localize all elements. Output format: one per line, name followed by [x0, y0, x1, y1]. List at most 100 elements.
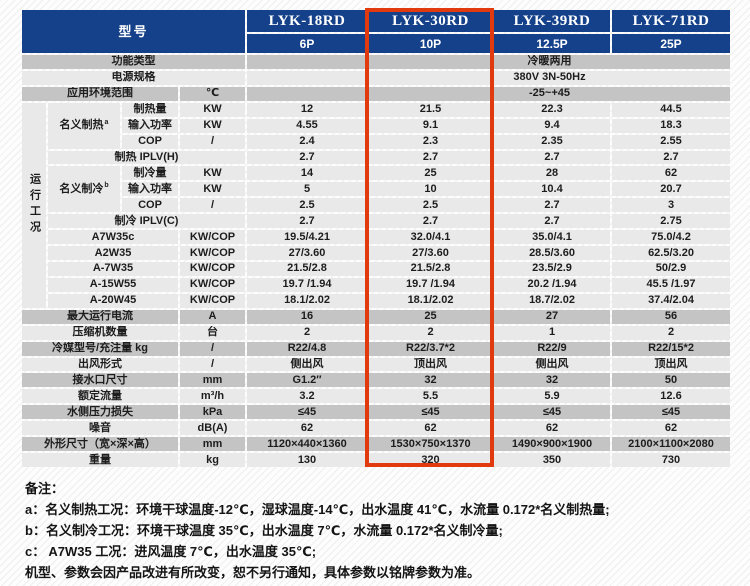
value-cell: 12: [247, 102, 367, 117]
row-label: A-7W35: [48, 261, 178, 276]
value-cell: 2.3: [369, 134, 492, 149]
value-cell: ≤45: [612, 405, 730, 420]
value-cell: 1120×440×1360: [247, 437, 367, 452]
value-cell: 2.55: [612, 134, 730, 149]
value-cell: 20.2 /1.94: [494, 277, 610, 292]
value-cell: 27/3.60: [247, 246, 367, 260]
unit-cell: mm: [180, 373, 245, 388]
model-power-lyk-18rd: 6P: [247, 34, 367, 53]
value-cell: R22/3.7*2: [369, 341, 492, 356]
row-label: 噪音: [22, 421, 178, 436]
value-cell: 14: [247, 166, 367, 181]
value-cell: 10.4: [494, 182, 610, 197]
value-cell: 2: [247, 325, 367, 340]
row-label: 制冷 IPLV(C): [48, 214, 245, 229]
value-cell: 18.7/2.02: [494, 293, 610, 308]
value-cell: 62: [369, 421, 492, 436]
unit-cell: mm: [180, 437, 245, 452]
value-cell: 5.9: [494, 389, 610, 404]
model-power-lyk-71rd: 25P: [612, 34, 730, 53]
row-label: 应用环境范围: [22, 86, 178, 101]
row-label: 电源规格: [22, 70, 245, 85]
value-cell: ≤45: [494, 405, 610, 420]
value-cell: 顶出风: [612, 357, 730, 372]
merged-value-cell: -25~+45: [369, 86, 730, 101]
value-cell: 25: [369, 166, 492, 181]
value-cell: 28: [494, 166, 610, 181]
unit-cell: KW/COP: [180, 261, 245, 276]
group-nominal-cooling: 名义制冷 b: [48, 166, 120, 213]
value-cell: G1.2″: [247, 373, 367, 388]
value-cell: 2.75: [612, 214, 730, 229]
value-cell: 2.7: [494, 198, 610, 213]
value-cell: 5.5: [369, 389, 492, 404]
value-cell: R22/4.8: [247, 341, 367, 356]
row-label: A-20W45: [48, 293, 178, 308]
row-label: 制冷量: [122, 166, 178, 181]
merged-value-cell: 380V 3N-50Hz: [369, 70, 730, 85]
value-cell: 4.55: [247, 118, 367, 133]
unit-cell: kg: [180, 453, 245, 467]
model-name-lyk-18rd: LYK-18RD: [247, 10, 367, 32]
unit-cell: kPa: [180, 405, 245, 420]
value-cell: 35.0/4.1: [494, 230, 610, 245]
value-cell: 侧出风: [247, 357, 367, 372]
unit-cell: m³/h: [180, 389, 245, 404]
value-cell: 3.2: [247, 389, 367, 404]
unit-cell: A: [180, 309, 245, 324]
value-cell: 18.3: [612, 118, 730, 133]
value-cell: 1530×750×1370: [369, 437, 492, 452]
value-cell: 37.4/2.04: [612, 293, 730, 308]
row-label: 外形尺寸（宽×深×高）: [22, 437, 178, 452]
value-cell: 32: [369, 373, 492, 388]
value-cell: 2.7: [369, 214, 492, 229]
row-label: 接水口尺寸: [22, 373, 178, 388]
row-label: A-15W55: [48, 277, 178, 292]
value-cell: 32: [494, 373, 610, 388]
value-cell: 2.7: [247, 214, 367, 229]
unit-cell: /: [180, 198, 245, 213]
value-cell: 75.0/4.2: [612, 230, 730, 245]
value-cell: 28.5/3.60: [494, 246, 610, 260]
value-cell: 32.0/4.1: [369, 230, 492, 245]
model-power-lyk-39rd: 12.5P: [494, 34, 610, 53]
value-cell: ≤45: [247, 405, 367, 420]
spec-table: 型号 LYK-18RD 6P LYK-30RD 10P LYK-39RD 12.5P LYK-…: [22, 10, 730, 467]
row-label: COP: [122, 134, 178, 149]
value-cell: 21.5/2.8: [369, 261, 492, 276]
unit-cell: KW: [180, 118, 245, 133]
value-cell: 5: [247, 182, 367, 197]
model-name-lyk-39rd: LYK-39RD: [494, 10, 610, 32]
row-label: 输入功率: [122, 182, 178, 197]
value-cell: 18.1/2.02: [247, 293, 367, 308]
row-label: 输入功率: [122, 118, 178, 133]
value-cell: 16: [247, 309, 367, 324]
unit-cell: /: [180, 341, 245, 356]
value-cell: 2.7: [369, 150, 492, 165]
value-cell: 50: [612, 373, 730, 388]
value-cell: 2.5: [369, 198, 492, 213]
model-name-lyk-30rd: LYK-30RD: [369, 10, 492, 32]
value-cell: 62: [494, 421, 610, 436]
value-cell: 62.5/3.20: [612, 246, 730, 260]
empty-cell: [247, 55, 367, 69]
value-cell: 350: [494, 453, 610, 467]
unit-cell: KW: [180, 166, 245, 181]
unit-cell: ℃: [180, 86, 245, 101]
value-cell: 27/3.60: [369, 246, 492, 260]
value-cell: 44.5: [612, 102, 730, 117]
value-cell: 2: [612, 325, 730, 340]
unit-cell: /: [180, 134, 245, 149]
unit-cell: dB(A): [180, 421, 245, 436]
value-cell: 2.35: [494, 134, 610, 149]
row-label: 制热量: [122, 102, 178, 117]
value-cell: 1490×900×1900: [494, 437, 610, 452]
row-label: 最大运行电流: [22, 309, 178, 324]
value-cell: 130: [247, 453, 367, 467]
unit-cell: 台: [180, 325, 245, 340]
row-label: 水侧压力损失: [22, 405, 178, 420]
model-name-lyk-71rd: LYK-71RD: [612, 10, 730, 32]
note-line-a: a：名义制热工况：环境干球温度-12℃，湿球温度-14℃，出水温度 41℃，水流…: [25, 502, 610, 517]
value-cell: 25: [369, 309, 492, 324]
